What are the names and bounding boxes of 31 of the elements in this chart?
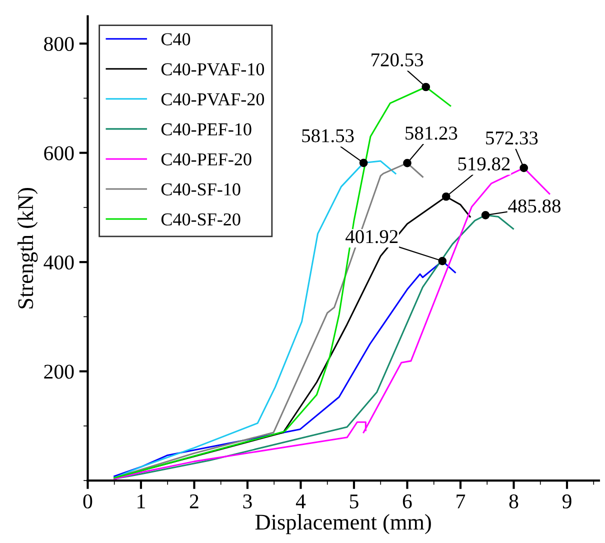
legend-label: C40-PVAF-20 — [161, 93, 264, 106]
x-tick-label: 3 — [243, 494, 252, 508]
legend-label: C40-SF-10 — [161, 183, 240, 196]
x-tick-label: 6 — [402, 494, 412, 508]
x-tick-label: 7 — [456, 494, 466, 508]
x-tick-label: 0 — [83, 494, 92, 508]
legend-label: C40-PEF-10 — [161, 123, 252, 136]
annotation: 720.53 — [372, 53, 424, 66]
annotation: 572.33 — [486, 131, 538, 145]
legend-label: C40-PEF-20 — [161, 153, 252, 166]
x-tick-label: 8 — [509, 494, 518, 508]
x-tick-label: 4 — [296, 494, 306, 508]
annotation: 519.82 — [458, 157, 510, 171]
annotation: 581.23 — [406, 126, 458, 140]
annotation: 485.88 — [508, 199, 560, 213]
annotation: 581.53 — [302, 129, 354, 142]
annotation: 401.92 — [346, 230, 398, 244]
x-tick-label: 1 — [138, 494, 145, 508]
y-tick-label: 200 — [44, 364, 74, 379]
x-axis-title: Displacement (mm) — [255, 514, 431, 534]
x-tick-label: 9 — [562, 494, 572, 508]
legend-label: C40 — [161, 33, 190, 46]
x-tick-label: 5 — [350, 494, 358, 508]
y-axis-title: Strength (kN) — [18, 188, 38, 308]
legend-label: C40-SF-20 — [161, 213, 240, 226]
point — [442, 192, 450, 201]
y-tick-label: 600 — [44, 146, 74, 160]
y-tick-label: 800 — [44, 36, 74, 52]
legend-label: C40-PVAF-10 — [161, 63, 264, 76]
x-tick-label: 2 — [190, 494, 198, 508]
y-tick-label: 400 — [44, 255, 74, 270]
